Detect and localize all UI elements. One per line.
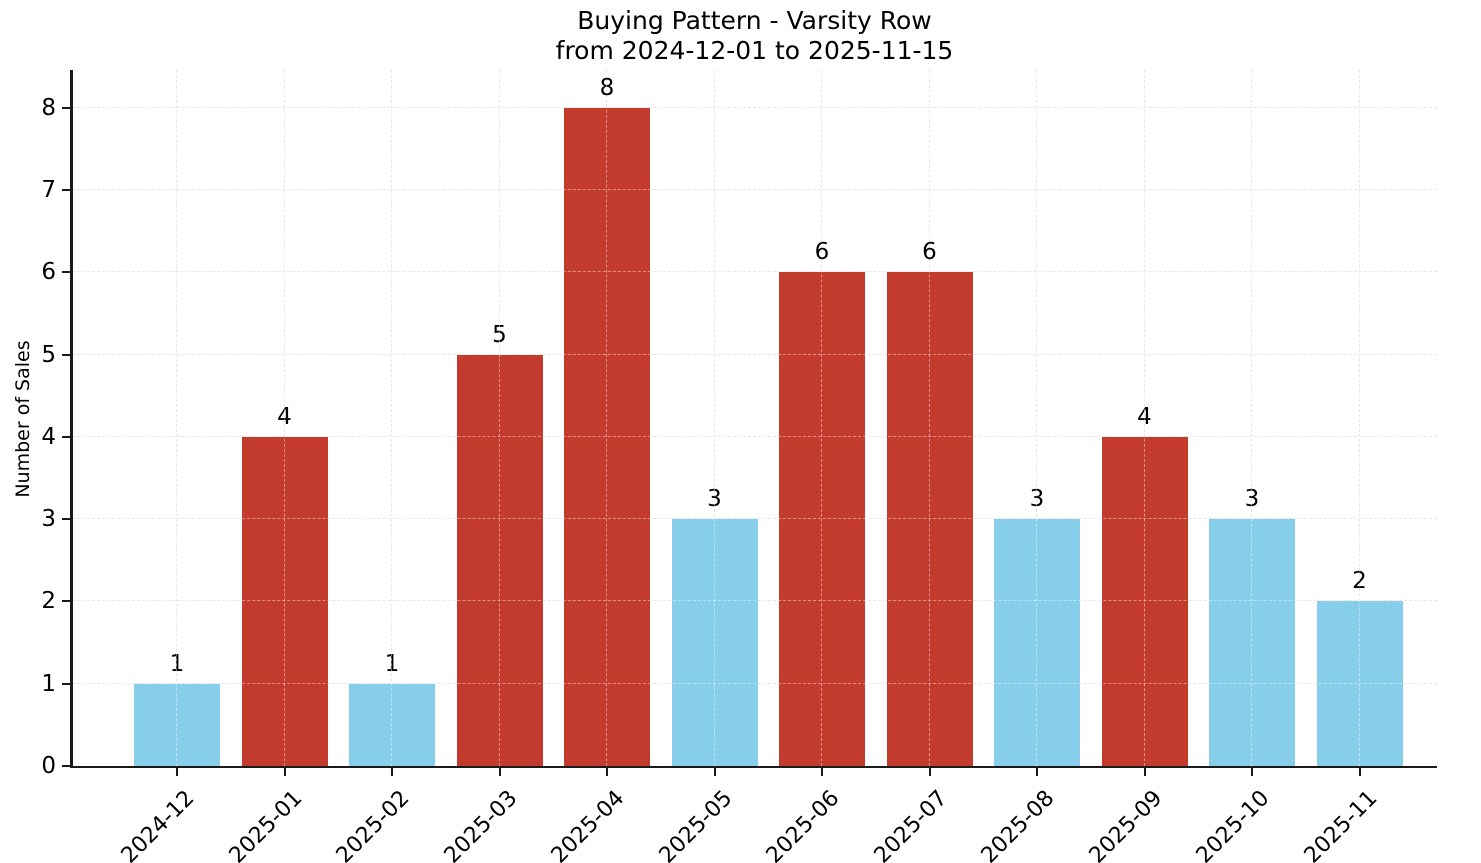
gridline-horizontal	[72, 106, 1437, 108]
x-tick-mark	[713, 768, 716, 776]
bar-value-label-2025-08: 3	[1029, 486, 1045, 513]
y-tick-mark	[62, 765, 70, 767]
x-tick-mark	[391, 768, 393, 776]
y-tick-label-2: 2	[41, 588, 56, 615]
gridline-horizontal-overlay	[72, 271, 1437, 273]
bar-value-label-2025-06: 6	[814, 239, 830, 266]
y-tick-label-5: 5	[41, 341, 56, 368]
bar-2025-01	[241, 436, 328, 766]
y-tick-label-3: 3	[41, 506, 56, 533]
y-tick-mark	[62, 682, 70, 685]
x-tick-label-2025-10: 2025-10	[1191, 785, 1275, 863]
y-tick-label-1: 1	[41, 670, 56, 697]
x-tick-mark	[928, 768, 931, 776]
y-tick-mark	[62, 106, 70, 109]
bar-value-label-2025-11: 2	[1352, 568, 1367, 595]
x-tick-mark	[1036, 768, 1038, 776]
bar-2025-10	[1209, 519, 1295, 766]
y-tick-mark	[62, 600, 70, 603]
x-tick-label-2025-11: 2025-11	[1299, 785, 1382, 863]
x-tick-label-2025-09: 2025-09	[1084, 785, 1167, 863]
bar-2025-05	[671, 519, 758, 766]
bar-value-label-2024-12: 1	[169, 650, 185, 677]
y-tick-label-6: 6	[41, 259, 56, 286]
bar-2025-07	[886, 272, 973, 766]
y-axis-spine	[70, 70, 73, 768]
gridline-horizontal-overlay	[72, 106, 1437, 108]
bar-2025-11	[1316, 601, 1403, 766]
x-tick-mark	[606, 768, 608, 776]
bar-value-label-2025-09: 4	[1137, 403, 1152, 430]
bar-2025-08	[994, 519, 1080, 766]
y-tick-mark	[62, 435, 70, 438]
bar-2025-03	[456, 354, 543, 766]
x-tick-label-2025-08: 2025-08	[976, 785, 1060, 863]
gridline-horizontal-overlay	[72, 353, 1437, 355]
bar-value-label-2025-05: 3	[707, 486, 722, 513]
x-tick-label-2025-05: 2025-05	[654, 785, 737, 863]
bar-2025-06	[779, 272, 865, 766]
bar-value-label-2025-03: 5	[492, 321, 507, 348]
x-tick-label-2025-01: 2025-01	[224, 785, 307, 863]
x-tick-mark	[176, 768, 178, 776]
x-tick-mark	[498, 768, 501, 776]
chart-title: Buying Pattern - Varsity Row from 2024-1…	[72, 6, 1437, 66]
y-tick-label-4: 4	[41, 423, 56, 450]
y-tick-mark	[62, 189, 70, 192]
x-tick-mark	[1358, 768, 1361, 776]
y-tick-mark	[62, 518, 70, 521]
gridline-horizontal	[72, 271, 1437, 273]
gridline-horizontal-overlay	[72, 189, 1437, 191]
y-tick-label-7: 7	[41, 177, 56, 204]
chart-title-line1: Buying Pattern - Varsity Row	[577, 6, 932, 35]
x-tick-label-2024-12: 2024-12	[116, 785, 200, 863]
chart-title-line2: from 2024-12-01 to 2025-11-15	[555, 36, 954, 65]
bar-value-label-2025-01: 4	[277, 403, 292, 430]
x-tick-label-2025-07: 2025-07	[869, 785, 952, 863]
bar-2025-04	[564, 107, 650, 766]
x-tick-label-2025-03: 2025-03	[439, 785, 522, 863]
y-tick-label-8: 8	[41, 94, 56, 121]
y-tick-mark	[62, 353, 70, 356]
x-tick-label-2025-06: 2025-06	[761, 785, 845, 863]
bar-2024-12	[134, 683, 220, 766]
y-tick-mark	[62, 271, 70, 274]
x-tick-label-2025-02: 2025-02	[331, 785, 415, 863]
bar-2025-02	[349, 683, 435, 766]
bar-2025-09	[1101, 436, 1188, 766]
x-tick-label-2025-04: 2025-04	[546, 785, 630, 863]
x-axis-spine	[70, 765, 1437, 768]
bar-value-label-2025-07: 6	[922, 239, 937, 266]
gridline-horizontal	[72, 189, 1437, 191]
bar-value-label-2025-10: 3	[1244, 486, 1260, 513]
x-tick-mark	[283, 768, 286, 776]
gridline-horizontal	[72, 353, 1437, 355]
bar-value-label-2025-02: 1	[384, 650, 400, 677]
x-tick-mark	[1251, 768, 1253, 776]
y-tick-label-0: 0	[41, 753, 56, 779]
x-tick-mark	[1143, 768, 1146, 776]
bar-value-label-2025-04: 8	[599, 74, 615, 101]
x-tick-mark	[821, 768, 823, 776]
